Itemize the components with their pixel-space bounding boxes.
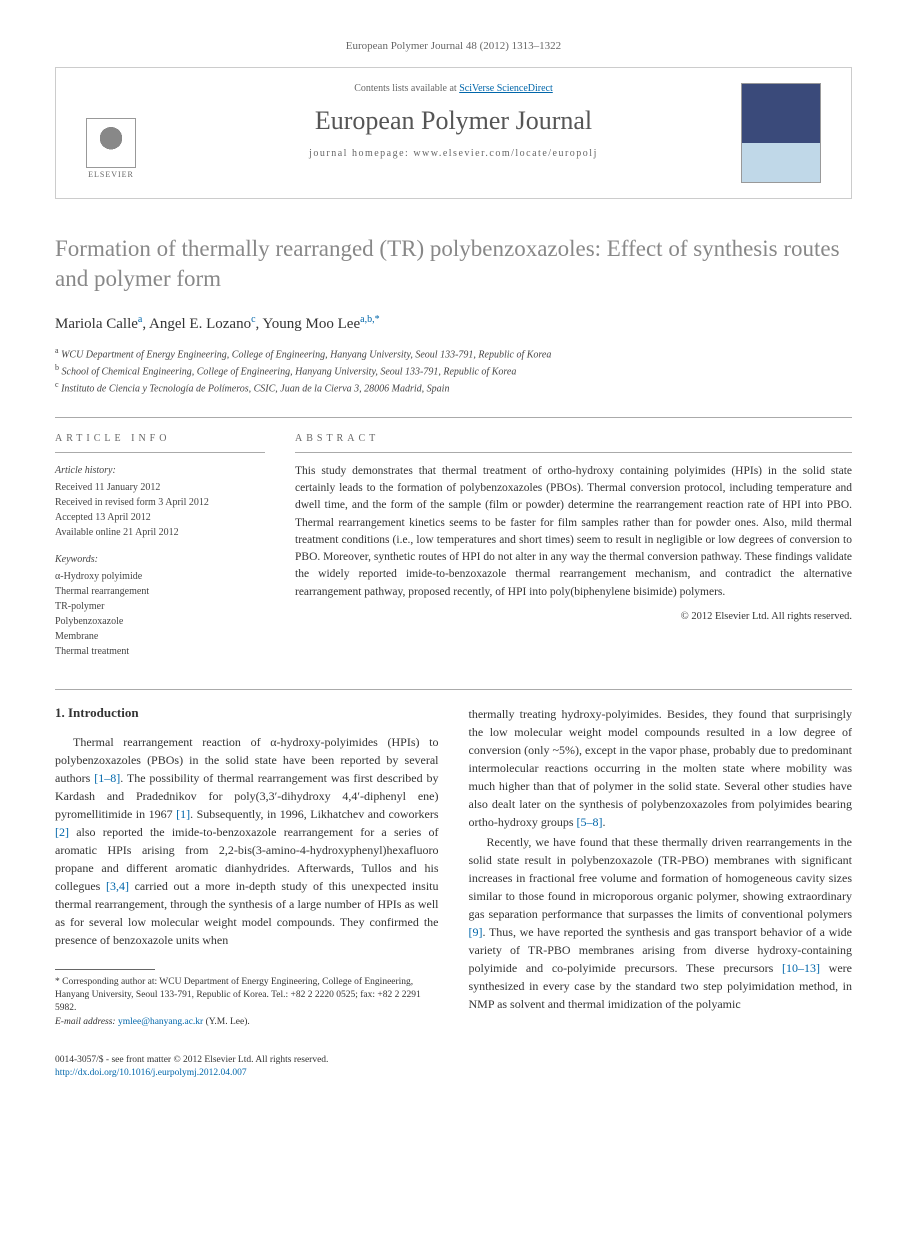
elsevier-tree-icon [86, 118, 136, 168]
bottom-issn-doi: 0014-3057/$ - see front matter © 2012 El… [55, 1054, 852, 1081]
contents-text: Contents lists available at [354, 83, 459, 94]
doi-link[interactable]: http://dx.doi.org/10.1016/j.eurpolymj.20… [55, 1068, 247, 1078]
keyword-item: Thermal rearrangement [55, 584, 265, 599]
affiliation-line: a WCU Department of Energy Engineering, … [55, 345, 852, 362]
citation-link[interactable]: [3,4] [106, 879, 129, 893]
affiliation-line: c Instituto de Ciencia y Tecnología de P… [55, 379, 852, 396]
elsevier-label: ELSEVIER [88, 170, 134, 179]
authors-line: Mariola Callea, Angel E. Lozanoc, Young … [55, 314, 852, 333]
abstract-text: This study demonstrates that thermal tre… [295, 463, 852, 601]
history-item: Received 11 January 2012 [55, 480, 265, 495]
body-column-left: 1. Introduction Thermal rearrangement re… [55, 705, 439, 1029]
keywords-list: α-Hydroxy polyimideThermal rearrangement… [55, 569, 265, 659]
corresponding-email-link[interactable]: ymlee@hanyang.ac.kr [118, 1017, 203, 1027]
keyword-item: Thermal treatment [55, 644, 265, 659]
abstract-copyright: © 2012 Elsevier Ltd. All rights reserved… [295, 611, 852, 622]
divider-top [55, 417, 852, 418]
footnotes-block: * Corresponding author at: WCU Departmen… [55, 976, 439, 1029]
journal-cover-thumbnail [741, 83, 821, 183]
email-label: E-mail address: [55, 1017, 118, 1027]
affiliation-line: b School of Chemical Engineering, Colleg… [55, 362, 852, 379]
journal-homepage-line: journal homepage: www.elsevier.com/locat… [166, 148, 741, 159]
history-item: Accepted 13 April 2012 [55, 510, 265, 525]
history-label: Article history: [55, 463, 265, 478]
article-info-column: ARTICLE INFO Article history: Received 1… [55, 433, 265, 659]
elsevier-logo: ELSEVIER [76, 113, 146, 183]
citation-link[interactable]: [2] [55, 825, 69, 839]
citation-link[interactable]: [10–13] [782, 961, 820, 975]
journal-header-box: ELSEVIER Contents lists available at Sci… [55, 67, 852, 199]
body-text-right: thermally treating hydroxy-polyimides. B… [469, 705, 853, 1013]
divider-bottom [55, 689, 852, 690]
abstract-heading: ABSTRACT [295, 433, 852, 453]
keyword-item: α-Hydroxy polyimide [55, 569, 265, 584]
corresponding-author-note: * Corresponding author at: WCU Departmen… [55, 976, 439, 1016]
affiliations-block: a WCU Department of Energy Engineering, … [55, 345, 852, 397]
homepage-prefix: journal homepage: [309, 148, 413, 159]
keyword-item: Polybenzoxazole [55, 614, 265, 629]
abstract-column: ABSTRACT This study demonstrates that th… [295, 433, 852, 659]
journal-name: European Polymer Journal [166, 106, 741, 136]
issn-line: 0014-3057/$ - see front matter © 2012 El… [55, 1054, 852, 1067]
article-info-heading: ARTICLE INFO [55, 433, 265, 453]
contents-available-line: Contents lists available at SciVerse Sci… [166, 83, 741, 94]
keywords-label: Keywords: [55, 552, 265, 567]
homepage-url: www.elsevier.com/locate/europolj [413, 148, 598, 159]
citation-header: European Polymer Journal 48 (2012) 1313–… [55, 40, 852, 52]
publisher-logo-area: ELSEVIER [76, 83, 166, 183]
citation-link[interactable]: [1] [176, 807, 190, 821]
introduction-heading: 1. Introduction [55, 705, 439, 721]
history-item: Received in revised form 3 April 2012 [55, 495, 265, 510]
sciencedirect-link[interactable]: SciVerse ScienceDirect [459, 83, 553, 94]
keyword-item: Membrane [55, 629, 265, 644]
journal-cover-area [741, 83, 831, 183]
email-person: (Y.M. Lee). [203, 1017, 250, 1027]
history-list: Received 11 January 2012Received in revi… [55, 480, 265, 540]
citation-link[interactable]: [1–8] [94, 771, 120, 785]
article-title: Formation of thermally rearranged (TR) p… [55, 234, 852, 294]
footnote-divider [55, 969, 155, 970]
body-column-right: thermally treating hydroxy-polyimides. B… [469, 705, 853, 1029]
citation-link[interactable]: [5–8] [577, 815, 603, 829]
citation-link[interactable]: [9] [469, 925, 483, 939]
body-text-left: Thermal rearrangement reaction of α-hydr… [55, 733, 439, 949]
keyword-item: TR-polymer [55, 599, 265, 614]
history-item: Available online 21 April 2012 [55, 525, 265, 540]
